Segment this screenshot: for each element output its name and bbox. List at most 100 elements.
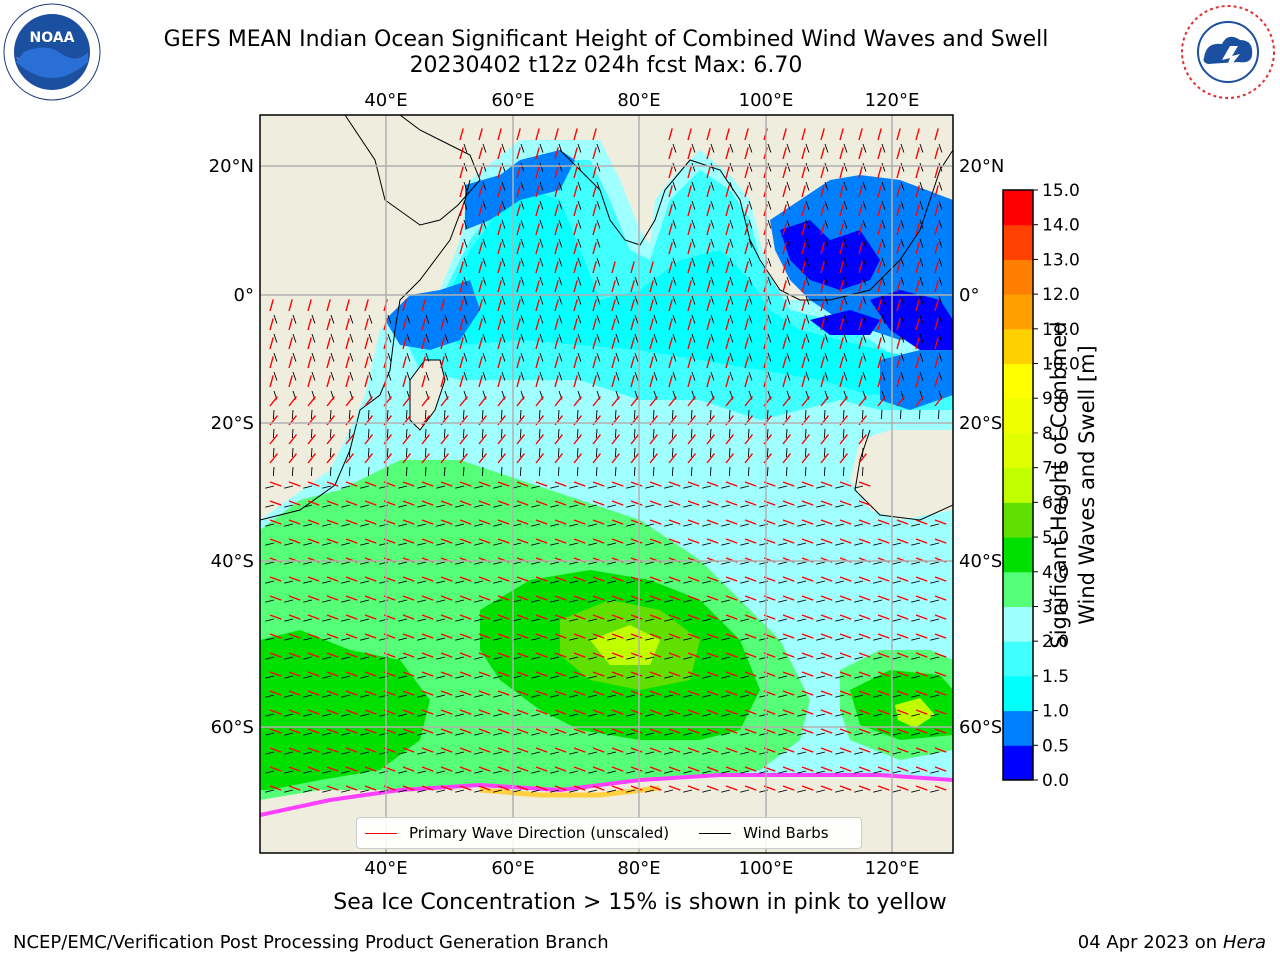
wave-arrow	[858, 356, 863, 369]
wave-arrow	[687, 356, 692, 369]
wave-arrow	[592, 652, 605, 658]
wave-arrow	[402, 318, 407, 331]
wind-barb	[595, 466, 598, 477]
wind-barb	[664, 599, 674, 603]
wind-barb	[805, 352, 810, 362]
wind-barb	[436, 485, 446, 489]
wind-barb	[653, 295, 658, 305]
wave-arrow	[706, 538, 719, 544]
wind-barb	[671, 428, 674, 439]
wave-arrow	[630, 318, 635, 331]
wind-barb	[348, 466, 351, 477]
wave-arrow	[839, 375, 844, 388]
wind-barb	[557, 447, 560, 458]
wind-barb	[683, 789, 693, 793]
wave-arrow	[478, 337, 483, 350]
wave-arrow	[782, 766, 795, 772]
wave-arrow	[858, 223, 863, 236]
wave-arrow	[497, 538, 510, 544]
wind-barb	[550, 618, 560, 622]
wind-barb	[911, 542, 921, 546]
wave-arrow	[326, 728, 339, 734]
wind-barb	[938, 276, 943, 286]
wave-arrow	[668, 434, 678, 445]
wind-barb	[387, 352, 392, 362]
wave-arrow	[478, 576, 491, 582]
wind-barb	[634, 314, 639, 324]
wind-barb	[482, 276, 487, 286]
wind-barb	[709, 466, 712, 477]
wave-arrow	[307, 396, 317, 407]
wave-arrow	[744, 396, 754, 407]
wave-arrow	[326, 747, 339, 753]
wind-barb	[474, 694, 484, 698]
wave-arrow	[915, 747, 928, 753]
wind-barb	[835, 656, 845, 660]
wave-arrow	[402, 519, 415, 525]
wind-barb	[816, 523, 826, 527]
wave-arrow	[706, 223, 711, 236]
wave-arrow	[915, 204, 920, 217]
wind-barb	[710, 295, 715, 305]
wind-barb	[474, 504, 484, 508]
wind-barb	[804, 428, 807, 439]
wind-barb	[710, 333, 715, 343]
wave-arrow	[725, 242, 730, 255]
wind-barb	[607, 485, 617, 489]
wind-barb	[748, 219, 753, 229]
wind-barb	[531, 770, 541, 774]
wave-arrow	[345, 633, 358, 639]
wave-arrow	[288, 766, 301, 772]
wind-barb	[729, 238, 734, 248]
wind-barb	[348, 409, 351, 420]
wave-arrow	[326, 785, 339, 791]
wind-barb	[740, 523, 750, 527]
wave-arrow	[801, 690, 814, 696]
wind-barb	[835, 599, 845, 603]
wind-barb	[310, 409, 313, 420]
wave-arrow	[877, 375, 882, 388]
wind-barb	[873, 561, 883, 565]
wave-arrow	[535, 434, 545, 445]
wave-arrow	[877, 747, 890, 753]
wave-arrow	[554, 185, 559, 198]
wind-barb	[843, 143, 848, 153]
wave-arrow	[782, 337, 787, 350]
wave-arrow	[687, 318, 692, 331]
wave-arrow	[649, 434, 659, 445]
wind-barb	[816, 694, 826, 698]
wave-arrow	[820, 242, 825, 255]
wind-barb	[284, 485, 294, 489]
wave-arrow	[554, 261, 559, 274]
wind-barb	[519, 409, 522, 420]
wind-barb	[919, 295, 924, 305]
wave-arrow	[649, 481, 662, 487]
wave-arrow	[535, 375, 540, 388]
wind-barb	[360, 770, 370, 774]
wave-arrow	[630, 261, 635, 274]
lat-tick-left: 20°N	[209, 156, 254, 177]
wave-arrow	[478, 633, 491, 639]
wave-arrow	[497, 481, 510, 487]
wind-barb	[785, 447, 788, 458]
wind-barb	[797, 713, 807, 717]
wave-arrow	[915, 519, 928, 525]
wind-barb	[740, 580, 750, 584]
wave-arrow	[307, 785, 320, 791]
wave-arrow	[744, 185, 749, 198]
wind-barb	[873, 789, 883, 793]
wind-barb	[709, 447, 712, 458]
wind-barb	[501, 257, 506, 267]
wave-arrow	[440, 453, 450, 464]
wind-barb	[474, 789, 484, 793]
wind-barb	[398, 713, 408, 717]
wind-barb	[443, 428, 446, 439]
wave-arrow	[459, 747, 472, 753]
wind-barb	[569, 561, 579, 565]
wind-barb	[626, 656, 636, 660]
wave-arrow	[402, 396, 412, 407]
wave-arrow	[288, 785, 301, 791]
wind-barb	[493, 637, 503, 641]
wind-barb	[386, 409, 389, 420]
